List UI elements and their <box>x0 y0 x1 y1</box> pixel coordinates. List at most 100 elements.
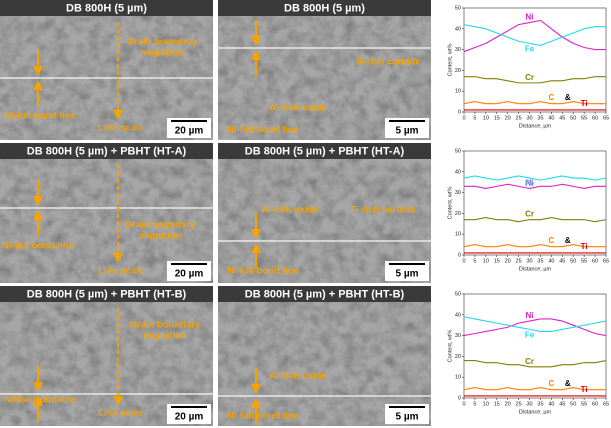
x-tick-label: 60 <box>592 115 598 121</box>
y-tick-label: 0 <box>458 395 461 401</box>
series-line <box>464 361 606 367</box>
x-tick-label: 65 <box>603 115 609 121</box>
series-name: Cr <box>525 357 534 366</box>
annotation: & <box>565 236 571 245</box>
panel-label: migration <box>140 48 183 59</box>
x-tick-label: 5 <box>473 258 476 264</box>
series-name: C <box>548 236 554 245</box>
x-tick-label: 30 <box>526 115 532 121</box>
x-tick-label: 50 <box>570 115 576 121</box>
plot-frame <box>464 294 606 398</box>
y-tick-label: 30 <box>455 47 461 53</box>
y-tick-label: 20 <box>455 354 461 360</box>
panel-label: Ti-rich carbide <box>355 57 420 68</box>
y-tick-label: 10 <box>455 232 461 238</box>
panel-title: DB 800H (5 µm) <box>66 2 147 14</box>
x-tick-label: 60 <box>592 258 598 264</box>
x-tick-label: 15 <box>494 258 500 264</box>
panel-label: Grain boundary <box>130 320 201 331</box>
panel-label: Ti-rich carbide <box>350 205 415 216</box>
x-tick-label: 55 <box>581 258 587 264</box>
y-tick-label: 10 <box>455 89 461 95</box>
x-axis-label: Distance, µm <box>519 409 552 415</box>
panel-label: Al-rich oxide <box>269 371 327 382</box>
series-name: Fe <box>525 44 535 53</box>
x-tick-label: 40 <box>548 115 554 121</box>
series-name: Cr <box>525 73 534 82</box>
x-tick-label: 15 <box>494 401 500 407</box>
panel-label: Grain boundary <box>125 220 196 231</box>
x-tick-label: 50 <box>570 401 576 407</box>
y-tick-label: 40 <box>455 312 461 318</box>
x-tick-label: 0 <box>462 401 465 407</box>
y-axis-label: Content, wt% <box>447 44 453 77</box>
x-tick-label: 30 <box>526 258 532 264</box>
annotation: & <box>565 379 571 388</box>
panel-label: migration <box>143 331 186 342</box>
series-line <box>464 176 606 180</box>
scale-label: 20 µm <box>175 126 204 137</box>
panel-label: Ni-foil bond line <box>4 111 76 122</box>
x-tick-label: 55 <box>581 115 587 121</box>
y-tick-label: 50 <box>455 291 461 297</box>
panel-label: Grain boundary <box>127 37 198 48</box>
x-tick-label: 0 <box>462 258 465 264</box>
x-tick-label: 15 <box>494 115 500 121</box>
y-tick-label: 50 <box>455 148 461 154</box>
series-name: C <box>548 93 554 102</box>
panel-label: Ni-foil bond line <box>4 395 76 406</box>
y-tick-label: 30 <box>455 190 461 196</box>
y-tick-label: 20 <box>455 211 461 217</box>
series-name: Ti <box>581 242 588 251</box>
x-tick-label: 50 <box>570 258 576 264</box>
series-name: Ti <box>581 385 588 394</box>
plot-frame <box>464 151 606 255</box>
x-tick-label: 45 <box>559 258 565 264</box>
series-line <box>464 218 606 222</box>
y-tick-label: 40 <box>455 26 461 32</box>
plot-frame <box>464 8 606 112</box>
scale-label: 5 µm <box>396 412 419 423</box>
panel-title: DB 800H (5 µm) + PBHT (HT-B) <box>27 288 187 300</box>
x-tick-label: 25 <box>516 115 522 121</box>
x-tick-label: 20 <box>505 401 511 407</box>
y-tick-label: 20 <box>455 68 461 74</box>
x-tick-label: 10 <box>483 401 489 407</box>
figure: DB 800H (5 µm)Grain boundarymigrationNi-… <box>0 0 611 428</box>
scale-label: 20 µm <box>175 412 204 423</box>
y-tick-label: 0 <box>458 109 461 115</box>
y-tick-label: 50 <box>455 5 461 11</box>
panel-label: Line scan <box>98 408 142 419</box>
x-axis-label: Distance, µm <box>519 123 552 129</box>
panel-label: Ni-foil bond line <box>2 241 74 252</box>
panel-title: DB 800H (5 µm) + PBHT (HT-A) <box>27 145 187 157</box>
series-line <box>464 184 606 188</box>
scale-label: 5 µm <box>396 126 419 137</box>
panel-label: Ni-foil bond line <box>227 411 299 422</box>
x-tick-label: 45 <box>559 115 565 121</box>
x-tick-label: 45 <box>559 401 565 407</box>
x-tick-label: 0 <box>462 115 465 121</box>
x-tick-label: 35 <box>537 115 543 121</box>
y-axis-label: Content, wt% <box>447 187 453 220</box>
x-tick-label: 40 <box>548 258 554 264</box>
series-name: Ti <box>581 99 588 108</box>
panel-label: Al-rich oxide <box>269 103 327 114</box>
annotation: & <box>565 93 571 102</box>
x-tick-label: 20 <box>505 258 511 264</box>
series-line <box>464 25 606 46</box>
x-tick-label: 25 <box>516 258 522 264</box>
x-tick-label: 20 <box>505 115 511 121</box>
panel-title: DB 800H (5 µm) + PBHT (HT-B) <box>245 288 405 300</box>
x-tick-label: 5 <box>473 401 476 407</box>
series-name: Cr <box>525 210 534 219</box>
x-tick-label: 65 <box>603 258 609 264</box>
x-tick-label: 10 <box>483 115 489 121</box>
series-line <box>464 20 606 51</box>
scale-label: 20 µm <box>175 269 204 280</box>
series-name: Fe <box>525 179 535 188</box>
x-tick-label: 60 <box>592 401 598 407</box>
panel-title: DB 800H (5 µm) + PBHT (HT-A) <box>245 145 405 157</box>
series-name: C <box>548 379 554 388</box>
x-tick-label: 30 <box>526 401 532 407</box>
